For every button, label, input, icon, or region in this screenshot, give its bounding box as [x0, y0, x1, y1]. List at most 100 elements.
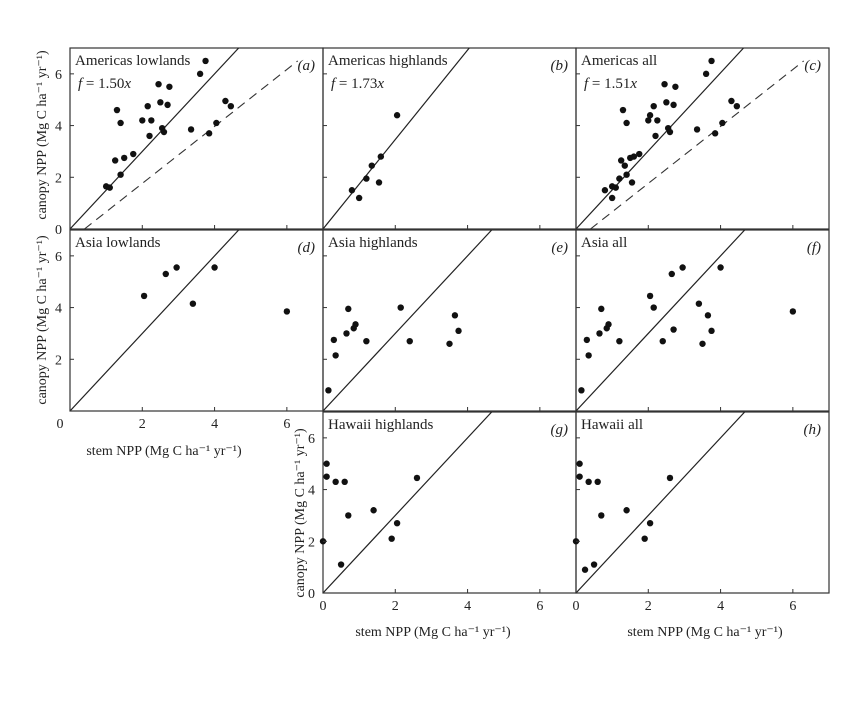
y-tick-label: 2	[55, 353, 62, 368]
y-tick-label: 6	[55, 250, 62, 265]
data-point	[668, 270, 675, 278]
data-point	[646, 292, 654, 300]
data-point	[446, 340, 453, 347]
y-tick-label: 0	[308, 587, 315, 602]
fit-line	[576, 48, 744, 229]
data-point	[337, 561, 345, 568]
data-point	[679, 264, 686, 271]
data-point	[695, 300, 703, 307]
data-point	[397, 304, 404, 311]
x-tick-label: 4	[717, 599, 724, 614]
data-point	[160, 128, 168, 136]
data-point	[222, 97, 229, 105]
fit-line	[323, 412, 493, 593]
data-point	[583, 336, 591, 344]
data-point	[140, 292, 148, 300]
data-point	[121, 154, 128, 162]
data-point	[155, 81, 162, 88]
y-tick-label: 4	[55, 120, 62, 135]
data-point	[608, 194, 616, 202]
data-point	[227, 102, 235, 110]
fit-line	[323, 230, 493, 411]
data-point	[393, 112, 401, 119]
fit-line	[323, 48, 470, 229]
x-tick-label: 2	[139, 417, 146, 432]
data-point	[325, 387, 332, 394]
panel-a: Americas lowlands (a) f = 1.50x 0 2 4 6	[55, 47, 324, 238]
data-point	[702, 70, 710, 78]
data-point	[652, 132, 659, 140]
x-axis-label-g: stem NPP (Mg C ha⁻¹ yr⁻¹)	[355, 625, 511, 640]
data-point	[666, 128, 674, 136]
data-point	[666, 474, 674, 482]
data-point	[111, 157, 119, 164]
data-point	[189, 300, 197, 307]
panel-h: Hawaii all (h) 0 2 4 6	[573, 411, 830, 614]
data-point	[711, 130, 719, 137]
data-point	[594, 478, 601, 486]
data-point	[789, 308, 797, 315]
panel-frame	[575, 411, 830, 594]
equation-label: f = 1.50x	[78, 76, 131, 92]
data-point	[616, 175, 623, 182]
data-point	[630, 153, 638, 160]
x-tick-label: 2	[645, 599, 652, 614]
panel-tag: (e)	[551, 240, 568, 256]
y-tick-label: 0	[55, 223, 62, 238]
data-point	[363, 175, 370, 182]
panel-title: Hawaii all	[581, 417, 643, 433]
data-point	[355, 194, 363, 202]
panel-f: Asia all (f)	[575, 229, 830, 412]
panel-title: Americas highlands	[328, 53, 448, 69]
data-point	[578, 387, 585, 394]
data-point	[173, 264, 180, 271]
panel-title: Asia all	[581, 235, 627, 251]
data-point	[612, 184, 619, 191]
data-point	[205, 130, 213, 137]
panel-tag: (d)	[298, 240, 316, 256]
data-point	[646, 519, 654, 527]
data-point	[650, 304, 657, 311]
x-tick-label: 4	[211, 417, 218, 432]
x-tick-label: 0	[57, 417, 64, 432]
data-point	[406, 337, 413, 345]
y-tick-label: 6	[55, 68, 62, 83]
panel-frame	[322, 411, 577, 594]
data-point	[623, 507, 630, 514]
data-point	[616, 337, 623, 345]
data-point	[650, 102, 657, 110]
data-point	[352, 321, 359, 328]
dashed-line	[590, 60, 805, 229]
x-axis-label-h: stem NPP (Mg C ha⁻¹ yr⁻¹)	[627, 625, 783, 640]
data-point	[708, 57, 715, 65]
equation-label: f = 1.73x	[331, 76, 384, 92]
data-point	[659, 337, 666, 345]
data-point	[323, 460, 330, 467]
x-tick-label: 6	[789, 599, 796, 614]
data-point	[670, 101, 677, 109]
data-point	[598, 512, 605, 519]
dashed-line	[84, 60, 299, 229]
data-point	[641, 535, 648, 542]
data-point	[601, 187, 609, 194]
data-point	[139, 117, 146, 124]
x-tick-label: 2	[392, 599, 399, 614]
data-point	[623, 171, 630, 178]
fit-line	[70, 48, 240, 229]
data-point	[636, 150, 643, 158]
data-point	[148, 117, 155, 124]
data-point	[144, 102, 151, 110]
panel-d: Asia lowlands (d) 2 4 6 0 2 4 6	[55, 229, 324, 432]
panel-tag: (h)	[804, 422, 822, 438]
data-point	[345, 305, 352, 313]
panel-tag: (c)	[804, 58, 821, 74]
data-point	[113, 106, 121, 114]
y-axis-label-middle: canopy NPP (Mg C ha⁻¹ yr⁻¹)	[35, 235, 50, 405]
data-point	[343, 330, 350, 337]
data-point	[646, 112, 654, 119]
data-point	[332, 352, 339, 359]
data-point	[196, 70, 204, 78]
data-point	[330, 336, 338, 344]
panel-tag: (f)	[807, 240, 821, 256]
